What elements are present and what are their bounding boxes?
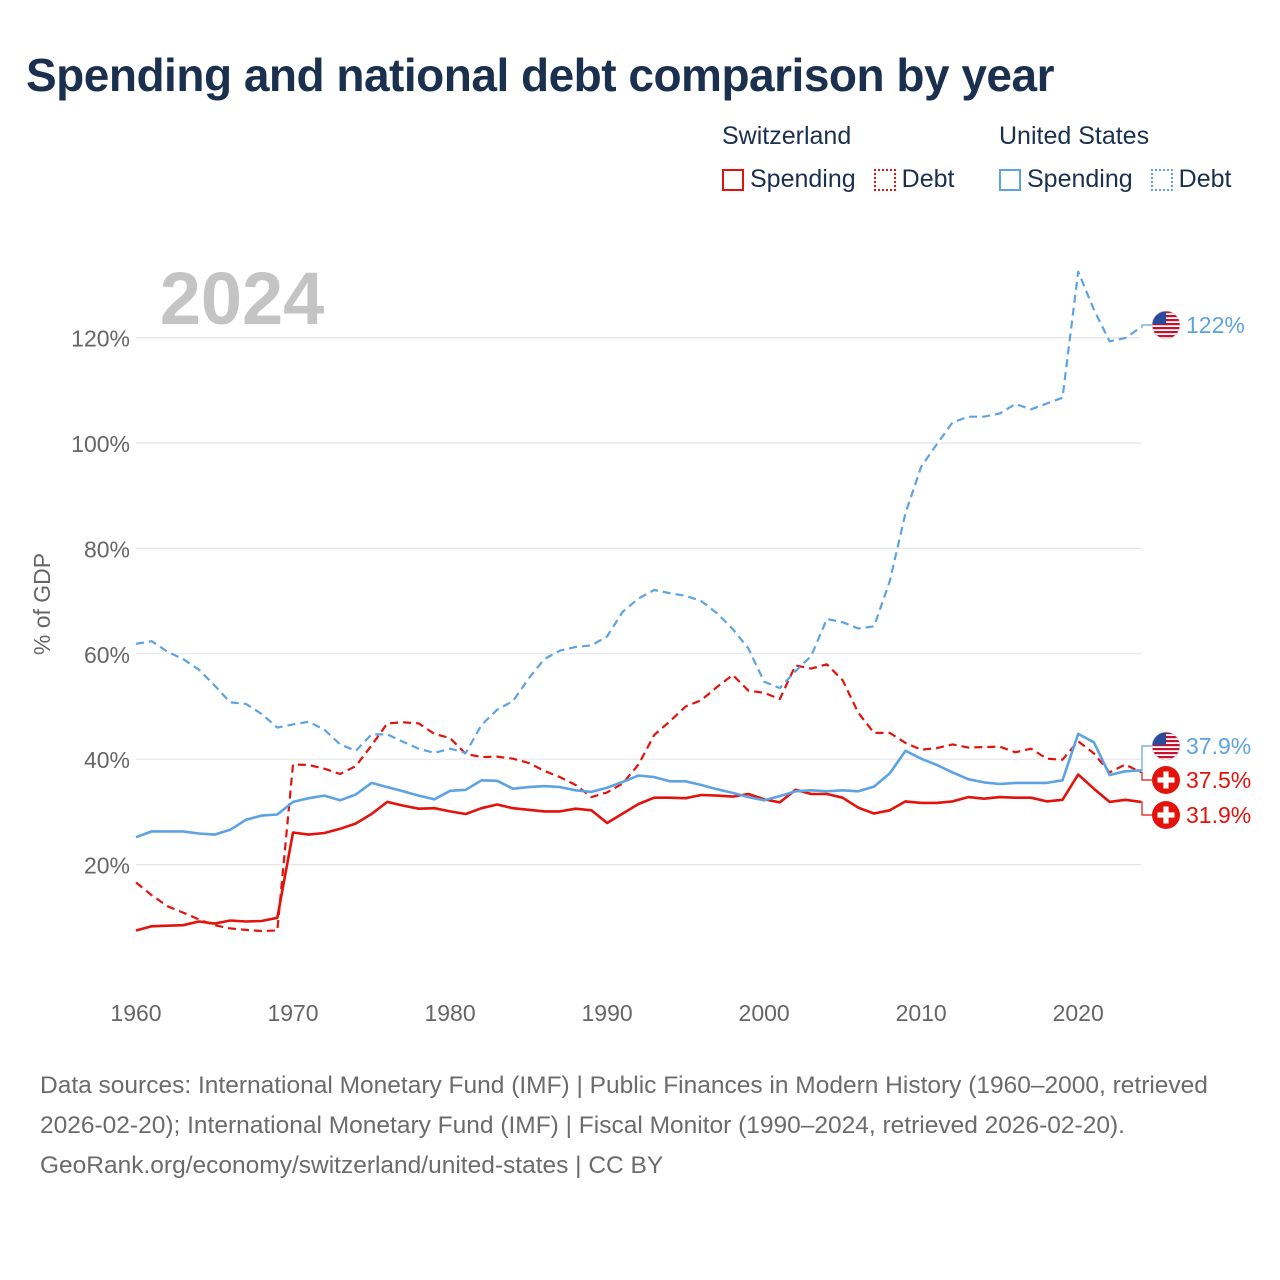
line-chart: 2024 % of GDP 20%40%60%80%100%120% 1960 1… [29,257,1251,1026]
legend-label: Spending [750,165,856,193]
end-value-label: 31.9% [1186,802,1251,828]
series-line-us-spending[interactable] [135,732,1142,839]
marker-connector [1141,771,1152,781]
marker-connector [1141,801,1152,816]
legend-entry-switzerland-spending[interactable]: Spending [722,165,856,194]
marker-connector [1141,324,1152,328]
footer: Data sources: International Monetary Fun… [40,1066,1240,1186]
legend-group-united-states: United States Spending Debt [999,122,1231,194]
y-axis-label: % of GDP [29,553,55,655]
x-tick-label: 1960 [110,1000,161,1026]
marker-connector [1141,745,1152,771]
legend-group-switzerland: Switzerland Spending Debt [722,122,954,194]
y-tick-label: 40% [84,747,130,773]
x-tick-label: 1980 [424,1000,475,1026]
y-axis-ticks: 20% 40% 60% 80% 100% 120% [71,326,130,879]
legend-entry-us-debt[interactable]: Debt [1150,165,1232,194]
series-lines [135,270,1142,933]
legend-group-title: Switzerland [722,122,852,150]
y-tick-label: 120% [71,326,130,352]
data-sources: Data sources: International Monetary Fun… [40,1072,1208,1139]
x-tick-label: 2000 [739,1000,790,1026]
legend-label: Debt [1178,165,1232,193]
end-marker-ch-debt[interactable]: 37.5% [1141,766,1251,794]
legend-entry-switzerland-debt[interactable]: Debt [873,165,955,194]
end-value-label: 122% [1186,312,1245,338]
series-line-ch-debt[interactable] [135,663,1142,933]
end-marker-us-spending[interactable]: 37.9% [1141,731,1251,771]
legend-label: Debt [901,165,955,193]
swiss-flag-icon [1152,766,1180,794]
end-marker-ch-spending[interactable]: 31.9% [1141,801,1251,829]
credit-link[interactable]: GeoRank.org/economy/switzerland/united-s… [40,1152,664,1179]
legend-entry-us-spending[interactable]: Spending [999,165,1133,194]
end-value-label: 37.5% [1186,767,1251,793]
grid-lines [136,337,1141,866]
legend-swatch-solid [722,168,744,191]
us-flag-icon [1151,310,1181,340]
legend-swatch-dotted [873,168,896,191]
y-tick-label: 80% [84,536,130,562]
end-value-label: 37.9% [1186,733,1251,759]
series-line-us-debt[interactable] [135,270,1142,754]
x-tick-label: 1990 [582,1000,633,1026]
us-flag-icon [1151,731,1181,761]
chart-title: Spending and national debt comparison by… [26,49,1055,101]
legend-label: Spending [1027,165,1133,193]
x-tick-label: 2010 [896,1000,947,1026]
y-tick-label: 100% [71,431,130,457]
year-watermark: 2024 [160,257,325,340]
legend-swatch-dotted [1150,168,1173,191]
swiss-flag-icon [1152,801,1180,829]
end-markers: 122% 37.9% 37.5% 31.9% [1141,310,1251,829]
x-tick-label: 2020 [1053,1000,1104,1026]
y-tick-label: 20% [84,853,130,879]
series-line-ch-spending[interactable] [135,773,1142,932]
legend-group-title: United States [999,122,1150,150]
legend-swatch-solid [999,168,1021,191]
end-marker-us-debt[interactable]: 122% [1141,310,1245,340]
x-tick-label: 1970 [267,1000,318,1026]
x-axis-ticks: 1960 1970 1980 1990 2000 2010 2020 [110,1000,1103,1026]
y-tick-label: 60% [84,642,130,668]
